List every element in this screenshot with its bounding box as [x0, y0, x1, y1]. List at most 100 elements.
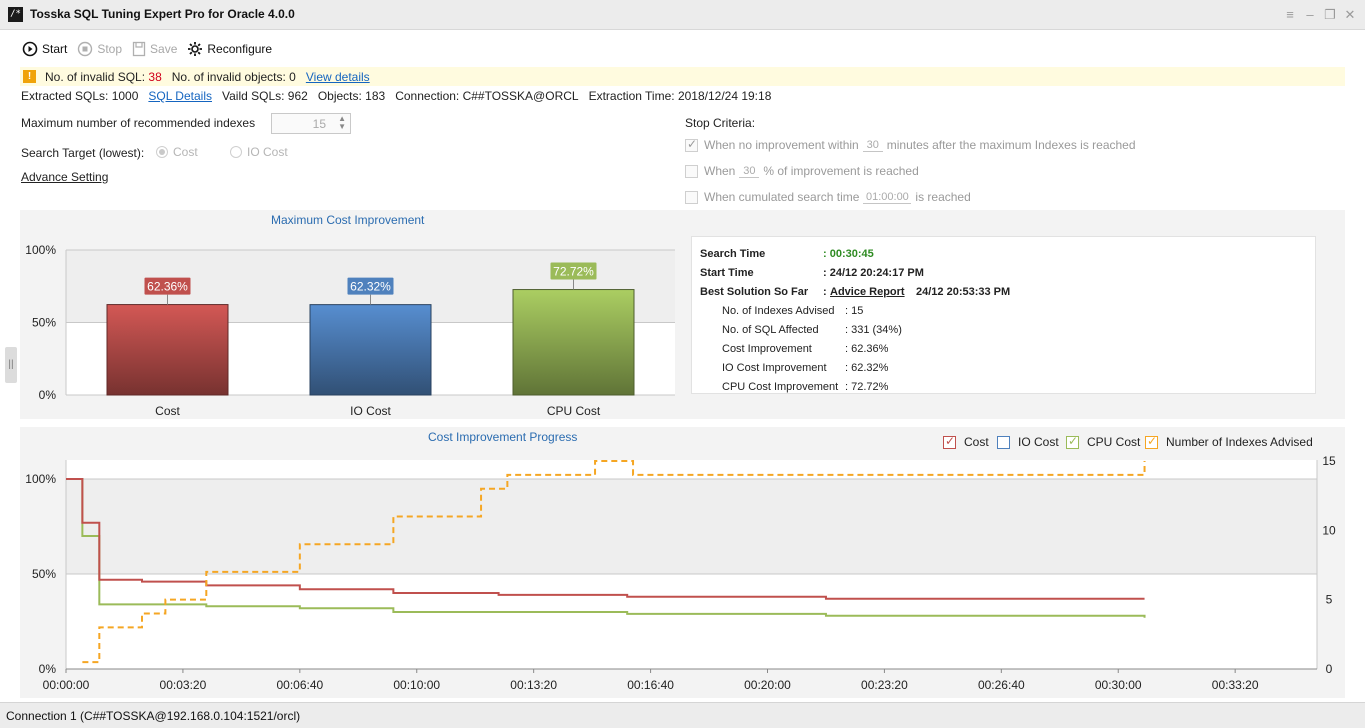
indexes-advised-label: No. of Indexes Advised — [722, 305, 835, 317]
y2-tick-label: 15 — [1322, 454, 1336, 468]
checkbox-checked-icon — [685, 137, 698, 152]
legend-io-label: IO Cost — [1018, 435, 1059, 449]
criteria-1-value[interactable]: 30 — [862, 139, 883, 152]
data-label-background — [550, 262, 597, 280]
y-tick-label: 50% — [32, 316, 56, 330]
stop-button[interactable]: Stop — [77, 41, 122, 57]
criteria-1-post: minutes after the maximum Indexes is rea… — [886, 138, 1136, 152]
legend-indexes-checkbox-icon — [1145, 434, 1158, 449]
start-time-value: : 24/12 20:24:17 PM — [823, 267, 924, 279]
radio-io-cost[interactable]: IO Cost — [230, 145, 288, 159]
criteria-percent-checkbox[interactable]: When 30 % of improvement is reached — [685, 164, 919, 178]
criteria-2-value[interactable]: 30 — [739, 165, 760, 178]
y2-tick-label: 0 — [1326, 662, 1333, 676]
y-tick-label: 0% — [39, 388, 57, 402]
criteria-1-pre: When no improvement within — [704, 138, 859, 152]
radio-unselected-icon — [230, 146, 242, 158]
criteria-no-improvement-checkbox[interactable]: When no improvement within 30 minutes af… — [685, 137, 1136, 152]
data-label-background — [144, 277, 191, 295]
warning-icon: ! — [23, 70, 36, 83]
series-line-cost — [66, 478, 1145, 600]
x-tick-label: 00:30:00 — [1095, 678, 1142, 692]
best-solution-label: Best Solution So Far — [700, 286, 809, 298]
indexes-advised-value: : 15 — [845, 305, 864, 317]
best-solution-colon: : — [823, 286, 827, 298]
y2-tick-label: 5 — [1326, 593, 1333, 607]
title-bar: /* Tosska SQL Tuning Expert Pro for Orac… — [0, 0, 1365, 30]
status-bar: Connection 1 (C##TOSSKA@192.168.0.104:15… — [0, 702, 1365, 728]
invalid-objects-label: No. of invalid objects: — [171, 69, 286, 84]
restore-icon[interactable]: ❐ — [1324, 7, 1336, 22]
io-improvement-label: IO Cost Improvement — [722, 362, 827, 374]
app-logo-icon: /* — [8, 7, 23, 22]
bar-cpu-cost — [512, 289, 635, 396]
play-icon — [22, 41, 38, 57]
max-indexes-spinner[interactable]: 15 ▲ ▼ — [271, 113, 351, 134]
bar-chart: 0% 50% 100% 62.36% Cost 62.32% IO Cost 72.72% CP… — [25, 243, 675, 418]
criteria-3-value[interactable]: 01:00:00 — [863, 191, 912, 204]
invalid-objects-count: 0 — [289, 69, 296, 84]
criteria-search-time-checkbox[interactable]: When cumulated search time 01:00:00 is r… — [685, 190, 971, 204]
save-icon — [132, 41, 146, 57]
spinner-arrows-icon[interactable]: ▲ ▼ — [338, 114, 346, 131]
plot-background-band — [66, 479, 1317, 574]
legend-cpu-checkbox-icon — [1066, 434, 1079, 449]
status-connection: Connection 1 (C##TOSSKA@192.168.0.104:15… — [6, 709, 301, 723]
legend-indexes[interactable]: Number of Indexes Advised — [1145, 434, 1313, 450]
bar-cost — [106, 304, 229, 396]
search-time-value: : 00:30:45 — [823, 248, 874, 260]
legend-cpu-cost[interactable]: CPU Cost — [1066, 434, 1140, 450]
plot-background-top — [66, 460, 1317, 479]
x-tick-label: 00:20:00 — [744, 678, 791, 692]
stop-icon — [78, 41, 93, 57]
minimize-icon[interactable]: – — [1306, 7, 1314, 22]
reconfigure-button[interactable]: Reconfigure — [187, 41, 272, 57]
x-tick-label: 00:33:20 — [1212, 678, 1259, 692]
view-details-link[interactable]: View details — [305, 69, 370, 84]
advance-setting-link[interactable]: Advance Setting — [21, 170, 109, 184]
plot-background — [66, 574, 1317, 669]
window-title: Tosska SQL Tuning Expert Pro for Oracle … — [30, 7, 295, 21]
panel-splitter-handle[interactable]: || — [5, 347, 17, 383]
legend-io-cost[interactable]: IO Cost — [997, 434, 1059, 450]
bar-io-cost — [309, 304, 432, 396]
advice-report-link[interactable]: Advice Report — [830, 286, 905, 298]
sql-details-link[interactable]: SQL Details — [148, 89, 212, 103]
y-tick-label: 50% — [32, 567, 56, 581]
x-tick-label: 00:26:40 — [978, 678, 1025, 692]
cpu-improvement-value: : 72.72% — [845, 381, 889, 393]
line-chart-title: Cost Improvement Progress — [428, 430, 578, 444]
menu-icon[interactable]: ≡ — [1286, 7, 1294, 22]
stop-label: Stop — [97, 42, 123, 56]
best-solution-time: 24/12 20:53:33 PM — [916, 286, 1011, 298]
stop-criteria-title: Stop Criteria: — [685, 116, 756, 130]
objects-count: Objects: 183 — [317, 89, 386, 103]
connection-info: Connection: C##TOSSKA@ORCL — [395, 89, 579, 103]
radio-selected-icon — [156, 146, 168, 158]
close-icon[interactable]: ✕ — [1344, 7, 1356, 22]
legend-cost-label: Cost — [964, 435, 989, 449]
extraction-time: Extraction Time: 2018/12/24 19:18 — [588, 89, 772, 103]
max-indexes-value: 15 — [312, 117, 326, 131]
cpu-improvement-label: CPU Cost Improvement — [722, 381, 839, 393]
criteria-3-pre: When cumulated search time — [704, 190, 860, 204]
legend-cost[interactable]: Cost — [943, 434, 989, 450]
toolbar: Start Stop Save Reconfigure — [22, 38, 272, 60]
cost-improvement-value: : 62.36% — [845, 343, 889, 355]
start-button[interactable]: Start — [22, 41, 67, 57]
line-chart: 0% 50% 100% 0 5 10 15 00:00:00 00:03:20 00:06:40 0… — [25, 454, 1336, 692]
criteria-3-post: is reached — [915, 190, 971, 204]
x-tick-label: 00:03:20 — [160, 678, 207, 692]
extracted-sqls: Extracted SQLs: 1000 — [21, 89, 139, 103]
save-button[interactable]: Save — [132, 41, 177, 57]
reconfigure-label: Reconfigure — [207, 42, 273, 56]
criteria-2-post: % of improvement is reached — [763, 164, 919, 178]
data-label: 62.36% — [147, 280, 188, 294]
x-tick-label: IO Cost — [350, 404, 391, 418]
start-label: Start — [42, 42, 68, 56]
gear-icon — [188, 42, 203, 56]
radio-cost[interactable]: Cost — [156, 145, 198, 159]
warning-bar: ! No. of invalid SQL: 38 No. of invalid … — [20, 67, 1345, 86]
radio-cost-label: Cost — [173, 145, 198, 159]
y-tick-label: 0% — [39, 662, 57, 676]
